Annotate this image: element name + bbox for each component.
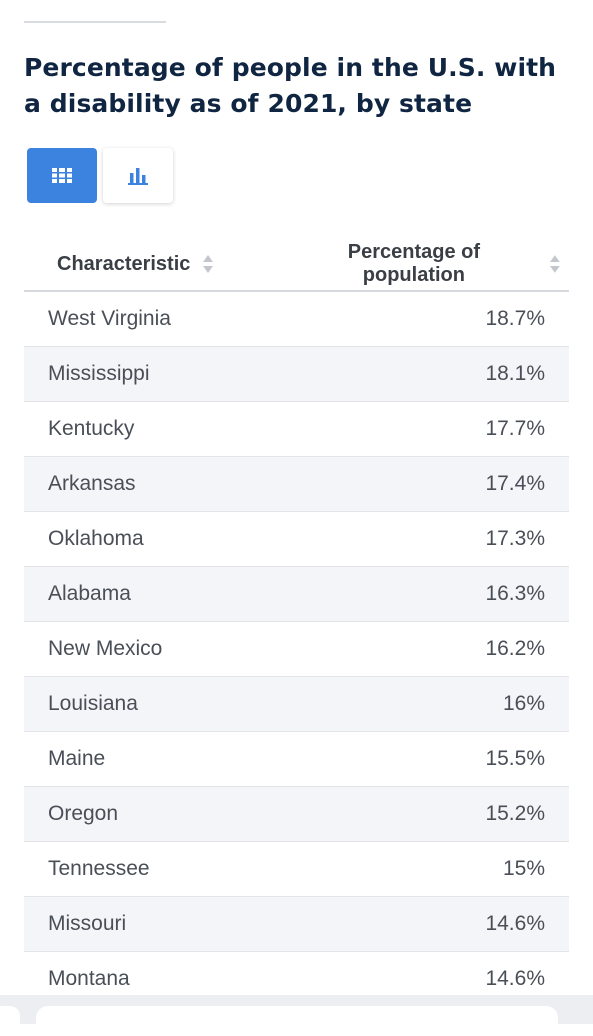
state-name: Tennessee	[24, 841, 297, 897]
table-header-row: Characteristic Percentage of population	[24, 238, 569, 292]
percentage-value: 14.6%	[296, 896, 569, 952]
table-row: Oregon 15.2%	[24, 786, 569, 842]
state-name: Missouri	[24, 896, 297, 952]
table-row: Maine 15.5%	[24, 731, 569, 787]
percentage-value: 18.7%	[296, 291, 569, 347]
percentage-value: 17.3%	[296, 511, 569, 567]
column-header-percentage[interactable]: Percentage of population	[296, 238, 569, 292]
state-name: West Virginia	[24, 291, 297, 347]
percentage-value: 16%	[296, 676, 569, 732]
table-row: New Mexico 16.2%	[24, 621, 569, 677]
percentage-value: 16.3%	[296, 566, 569, 622]
table-row: Missouri 14.6%	[24, 896, 569, 952]
state-name: Alabama	[24, 566, 297, 622]
state-name: New Mexico	[24, 621, 297, 677]
bar-chart-icon	[128, 167, 148, 185]
state-name: Arkansas	[24, 456, 297, 512]
table-row: Arkansas 17.4%	[24, 456, 569, 512]
view-toggle	[27, 148, 173, 203]
column-header-label: Percentage of population	[347, 241, 481, 286]
top-divider	[24, 21, 166, 23]
table-grid-icon	[52, 168, 72, 183]
table-row: Tennessee 15%	[24, 841, 569, 897]
percentage-value: 17.7%	[296, 401, 569, 457]
percentage-value: 16.2%	[296, 621, 569, 677]
percentage-value: 18.1%	[296, 346, 569, 402]
sort-icon	[550, 255, 561, 273]
sort-icon	[203, 255, 214, 273]
bottom-card-left[interactable]	[0, 1006, 20, 1036]
state-name: Kentucky	[24, 401, 297, 457]
table-row: Oklahoma 17.3%	[24, 511, 569, 567]
percentage-value: 15%	[296, 841, 569, 897]
state-name: Mississippi	[24, 346, 297, 402]
column-header-characteristic[interactable]: Characteristic	[24, 238, 297, 292]
table-row: Kentucky 17.7%	[24, 401, 569, 457]
data-table: Characteristic Percentage of population	[24, 238, 569, 1007]
chart-view-button[interactable]	[103, 148, 173, 203]
state-name: Maine	[24, 731, 297, 787]
bottom-card[interactable]	[36, 1006, 558, 1036]
column-header-label: Characteristic	[57, 252, 191, 275]
page-title: Percentage of people in the U.S. with a …	[24, 53, 557, 118]
percentage-value: 15.5%	[296, 731, 569, 787]
state-name: Oklahoma	[24, 511, 297, 567]
table-row: Louisiana 16%	[24, 676, 569, 732]
state-name: Louisiana	[24, 676, 297, 732]
table-row: Alabama 16.3%	[24, 566, 569, 622]
state-name: Oregon	[24, 786, 297, 842]
table-view-button[interactable]	[27, 148, 97, 203]
percentage-value: 15.2%	[296, 786, 569, 842]
table-row: West Virginia 18.7%	[24, 291, 569, 347]
table-row: Mississippi 18.1%	[24, 346, 569, 402]
percentage-value: 17.4%	[296, 456, 569, 512]
